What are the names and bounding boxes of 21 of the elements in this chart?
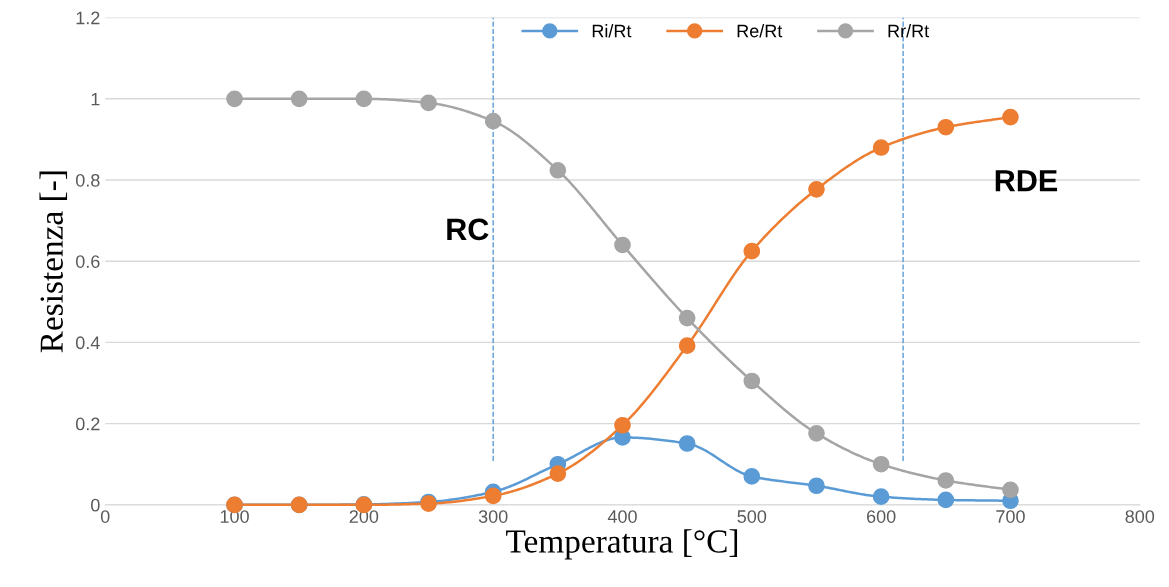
- y-tick-label: 1.2: [76, 11, 100, 25]
- x-tick-label: 400: [607, 510, 637, 523]
- annotation: RC: [447, 218, 489, 241]
- y-tick-label: 0: [91, 498, 100, 512]
- x-tick-label: 700: [996, 510, 1025, 523]
- x-tick-label: 500: [737, 510, 767, 523]
- y-tick-label: 0.8: [75, 173, 100, 187]
- x-tick-label: 300: [478, 510, 508, 523]
- x-tick-label: 800: [1125, 510, 1155, 523]
- y-tick-label: 1: [91, 92, 100, 106]
- legend-label: Rr/Rt: [888, 24, 930, 38]
- legend-label: Re/Rt: [737, 24, 783, 38]
- y-tick-label: 0.4: [75, 336, 100, 350]
- x-axis-title: Temperatura [°C]: [506, 529, 738, 560]
- annotation: RDE: [995, 170, 1058, 192]
- x-tick-label: 0: [100, 510, 110, 523]
- x-tick-label: 600: [866, 510, 896, 523]
- y-tick-label: 0.2: [75, 417, 100, 431]
- y-tick-label: 0.6: [75, 255, 100, 268]
- y-axis-title: Resistenza [-]: [39, 171, 68, 353]
- legend-label: Ri/Rt: [592, 24, 632, 38]
